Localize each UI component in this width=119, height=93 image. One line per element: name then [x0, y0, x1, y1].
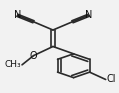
Text: Cl: Cl: [107, 74, 116, 84]
Text: N: N: [85, 10, 92, 20]
Text: O: O: [30, 51, 37, 61]
Text: CH₃: CH₃: [4, 60, 21, 69]
Text: N: N: [14, 10, 21, 20]
